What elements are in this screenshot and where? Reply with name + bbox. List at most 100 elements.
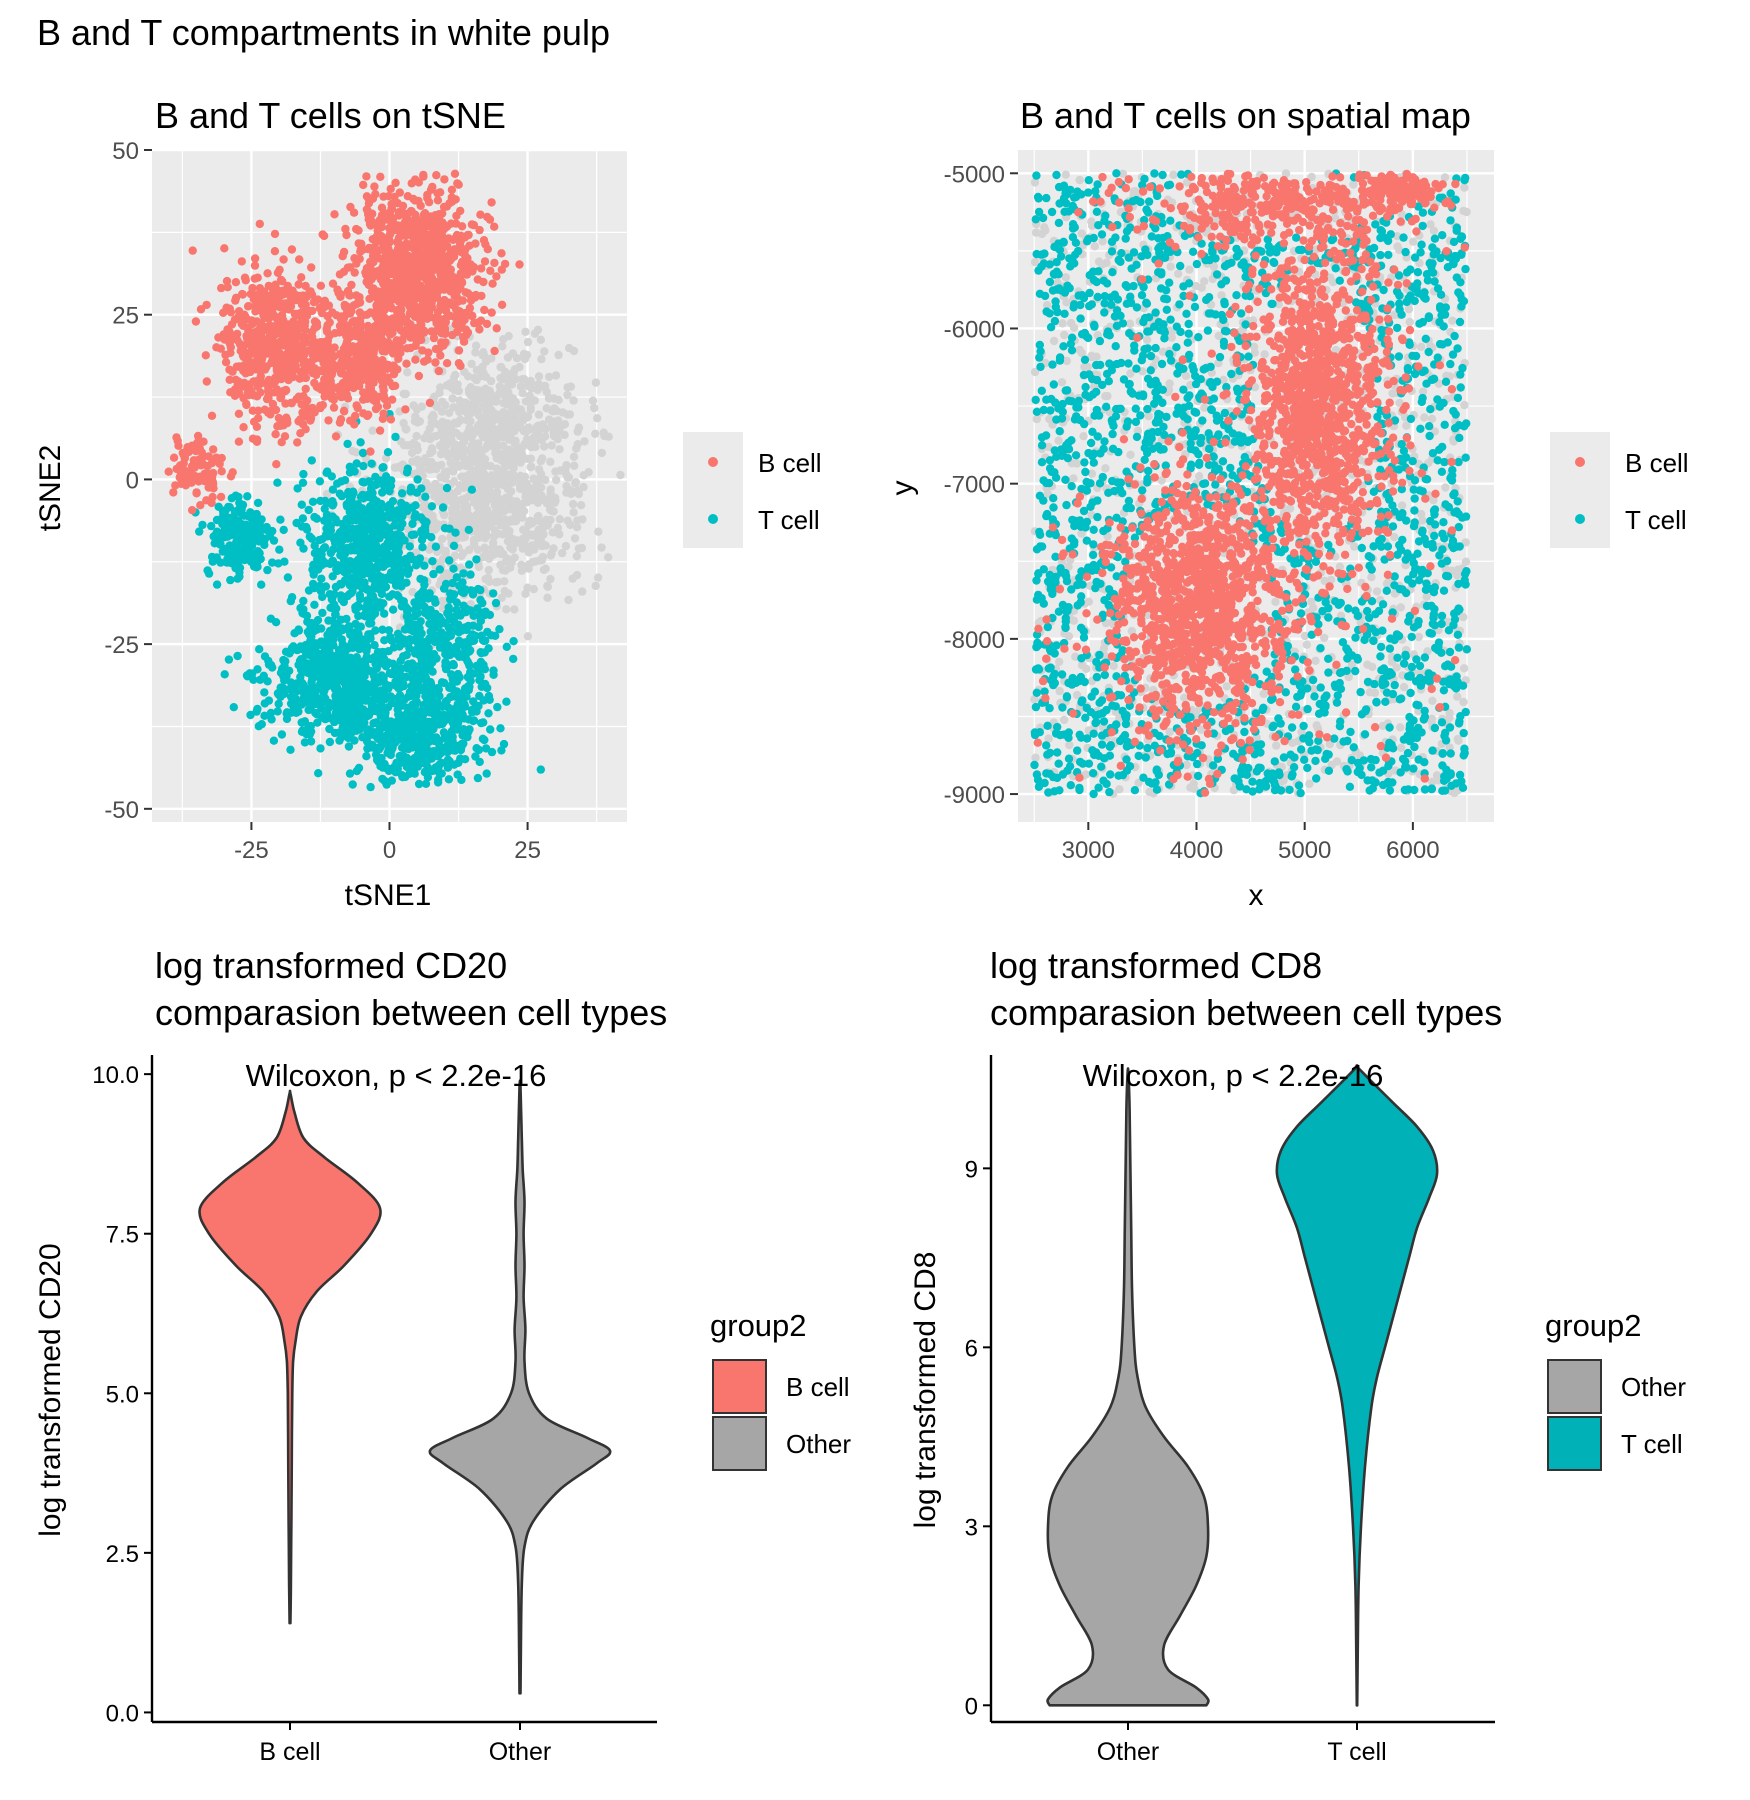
tsne-point-t-cell: [402, 468, 412, 477]
tsne-point-t-cell: [370, 533, 380, 543]
tsne-point-other: [532, 422, 542, 431]
tsne-point-b-cell: [251, 302, 260, 311]
tsne-point-b-cell: [270, 229, 280, 239]
tsne-point-b-cell: [391, 178, 400, 187]
tsne-point-other: [420, 499, 429, 509]
tsne-point-t-cell: [279, 525, 288, 535]
tsne-point-t-cell: [280, 557, 289, 566]
tsne-points: [164, 169, 625, 792]
tsne-point-other: [498, 342, 507, 351]
tsne-point-t-cell: [386, 692, 395, 701]
tsne-point-t-cell: [229, 703, 238, 712]
tsne-point-other: [520, 354, 530, 364]
tsne-point-b-cell: [255, 219, 264, 229]
tsne-point-b-cell: [272, 460, 281, 469]
tsne-point-t-cell: [417, 535, 427, 544]
tsne-point-b-cell: [405, 280, 414, 289]
tsne-point-other: [466, 409, 475, 418]
tsne-point-other: [425, 545, 434, 554]
tsne-point-other: [471, 341, 481, 350]
tsne-point-t-cell: [407, 530, 417, 540]
tsne-point-b-cell: [371, 190, 380, 199]
tsne-point-t-cell: [315, 535, 324, 545]
tsne-point-other: [476, 525, 486, 534]
tsne-point-other: [562, 461, 571, 470]
tsne-point-t-cell: [285, 685, 294, 694]
tsne-point-other: [540, 442, 549, 451]
tsne-point-other: [569, 452, 579, 461]
tsne-point-t-cell: [207, 521, 216, 531]
tsne-point-other: [564, 473, 574, 482]
tsne-point-t-cell: [340, 476, 350, 485]
tsne-point-b-cell: [411, 248, 421, 258]
tsne-point-b-cell: [297, 300, 307, 309]
tsne-point-t-cell: [358, 448, 368, 458]
tsne-point-b-cell: [316, 403, 325, 413]
tsne-point-b-cell: [297, 318, 306, 327]
tsne-point-t-cell: [357, 677, 367, 686]
tsne-point-b-cell: [245, 367, 255, 377]
tsne-point-other: [541, 475, 550, 485]
tsne-point-t-cell: [296, 538, 305, 547]
tsne-point-t-cell: [322, 468, 331, 477]
tsne-point-t-cell: [466, 570, 475, 579]
tsne-point-other: [515, 405, 524, 414]
tsne-point-other: [522, 479, 531, 488]
tsne-point-b-cell: [454, 359, 464, 368]
tsne-point-t-cell: [457, 739, 466, 749]
tsne-point-other: [578, 515, 587, 524]
tsne-point-t-cell: [331, 515, 340, 524]
tsne-point-other: [503, 537, 513, 546]
tsne-point-b-cell: [234, 437, 244, 446]
tsne-point-other: [517, 560, 526, 569]
tsne-point-other: [503, 353, 513, 362]
tsne-point-t-cell: [480, 735, 489, 745]
tsne-point-b-cell: [497, 300, 507, 309]
tsne-point-t-cell: [486, 725, 495, 734]
tsne-point-b-cell: [447, 185, 457, 194]
tsne-point-t-cell: [303, 617, 312, 626]
tsne-point-other: [591, 378, 601, 387]
tsne-point-other: [511, 509, 520, 518]
tsne-point-t-cell: [307, 652, 316, 661]
tsne-point-b-cell: [354, 239, 363, 248]
tsne-point-b-cell: [458, 316, 468, 325]
tsne-point-t-cell: [268, 558, 277, 567]
tsne-point-other: [439, 493, 449, 502]
tsne-point-t-cell: [299, 609, 308, 618]
tsne-point-other: [479, 463, 488, 472]
tsne-point-t-cell: [420, 526, 430, 535]
tsne-point-t-cell: [405, 635, 414, 644]
tsne-point-other: [576, 501, 586, 510]
tsne-point-other: [555, 445, 564, 454]
tsne-point-other: [573, 440, 582, 449]
tsne-point-t-cell: [459, 607, 469, 617]
tsne-point-t-cell: [378, 463, 387, 472]
tsne-point-other: [502, 605, 511, 614]
tsne-point-t-cell: [396, 694, 405, 703]
tsne-point-other: [517, 566, 526, 575]
tsne-point-other: [553, 416, 563, 425]
tsne-point-other: [521, 589, 530, 598]
tsne-point-b-cell: [391, 265, 400, 275]
tsne-point-t-cell: [363, 554, 372, 563]
tsne-point-t-cell: [342, 500, 351, 509]
tsne-point-t-cell: [298, 514, 308, 523]
tsne-point-t-cell: [362, 752, 371, 761]
tsne-point-t-cell: [427, 697, 436, 706]
tsne-point-other: [413, 455, 422, 464]
tsne-point-t-cell: [404, 760, 413, 769]
tsne-point-b-cell: [258, 306, 267, 315]
tsne-point-t-cell: [372, 575, 381, 584]
tsne-point-t-cell: [362, 652, 371, 662]
tsne-point-t-cell: [224, 655, 234, 664]
tsne-point-other: [521, 534, 530, 544]
tsne-point-other: [448, 508, 457, 517]
tsne-point-t-cell: [363, 642, 372, 652]
tsne-point-t-cell: [350, 575, 360, 584]
tsne-point-b-cell: [212, 343, 221, 352]
tsne-point-b-cell: [214, 333, 223, 342]
tsne-point-b-cell: [400, 291, 409, 301]
tsne-point-t-cell: [352, 459, 361, 468]
